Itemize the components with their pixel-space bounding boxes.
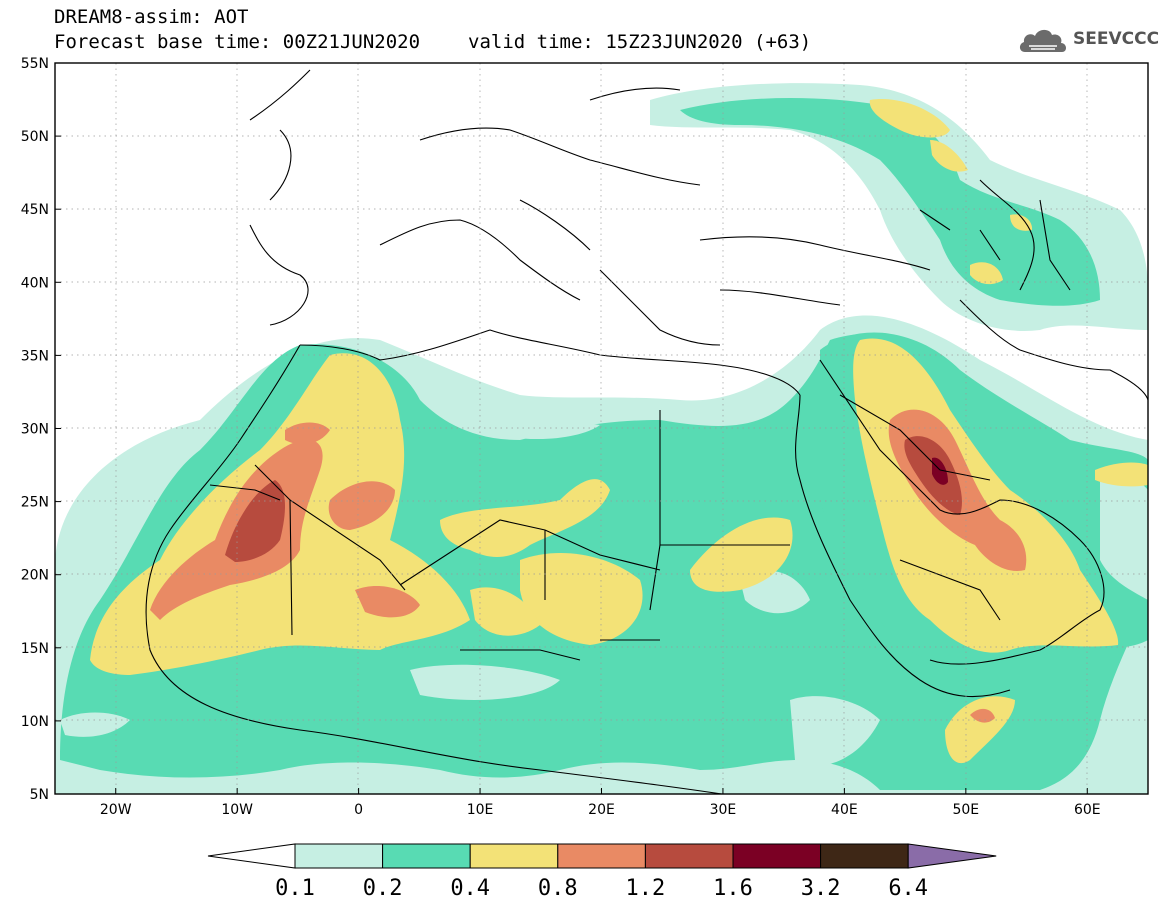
map-title: DREAM8-assim: AOT [54,6,248,28]
lat-label: 15N [21,641,49,657]
colorbar-boxes [207,843,997,869]
colorbar-box [469,843,559,869]
lon-label: 20W [100,802,132,818]
valid-time: valid time: 15Z23JUN2020 (+63) [468,31,812,53]
aot-map: 55N 50N 45N 40N 35N 30N 25N 20N 15N 10N 5N 20W 10W 0… [21,56,1149,818]
colorbar-level-label: 0.4 [450,876,490,901]
title-product: DREAM8-assim: AOT [54,6,249,28]
colorbar-box [820,843,909,869]
colorbar-box [557,843,646,869]
longitude-labels: 20W 10W 0 10E 20E 30E 40E 50E 60E [100,802,1101,818]
colorbar: 0.1 0.2 0.4 0.8 1.2 1.6 3.2 6.4 [207,843,997,901]
seevccc-logo: SEEVCCC [1017,22,1160,58]
lat-label: 30N [21,422,49,438]
colorbar-level-label: 0.8 [538,876,578,901]
forecast-base-time: Forecast base time: 00Z21JUN2020 [54,31,421,53]
lat-label: 55N [21,56,49,72]
lat-label: 40N [21,275,49,291]
latitude-labels: 55N 50N 45N 40N 35N 30N 25N 20N 15N 10N 5N [21,56,49,803]
colorbar-box [382,843,471,869]
lon-label: 10E [467,802,494,818]
colorbar-box [294,843,384,869]
lon-label: 0 [354,802,363,818]
logo-text: SEEVCCC [1073,29,1160,49]
lon-label: 40E [831,802,858,818]
cloud-icon [1019,29,1067,52]
lon-label: 30E [710,802,737,818]
aot-shading [55,63,1148,794]
lat-label: 25N [21,495,49,511]
colorbar-box [644,843,734,869]
lat-label: 35N [21,348,49,364]
lat-label: 20N [21,568,49,584]
colorbar-level-label: 1.6 [713,876,753,901]
map-subtitle: Forecast base time: 00Z21JUN2020 valid ti… [54,31,811,53]
lon-label: 50E [952,802,979,818]
lat-label: 45N [21,202,49,218]
axis-ticks [55,62,1088,795]
lon-label: 20E [588,802,615,818]
lat-label: 5N [30,787,49,803]
colorbar-level-label: 0.1 [275,876,315,901]
lat-label: 10N [21,714,49,730]
coastlines [145,69,1148,794]
colorbar-level-label: 0.2 [363,876,403,901]
colorbar-level-label: 1.2 [626,876,666,901]
colorbar-high-arrow [907,843,997,869]
colorbar-level-label: 6.4 [888,876,928,901]
lon-label: 10W [221,802,253,818]
colorbar-labels: 0.1 0.2 0.4 0.8 1.2 1.6 3.2 6.4 [275,876,928,901]
colorbar-box [732,843,822,869]
colorbar-low-arrow [207,843,296,869]
lon-label: 60E [1074,802,1101,818]
graticule [55,63,1148,794]
lat-label: 50N [21,129,49,145]
colorbar-level-label: 3.2 [801,876,841,901]
